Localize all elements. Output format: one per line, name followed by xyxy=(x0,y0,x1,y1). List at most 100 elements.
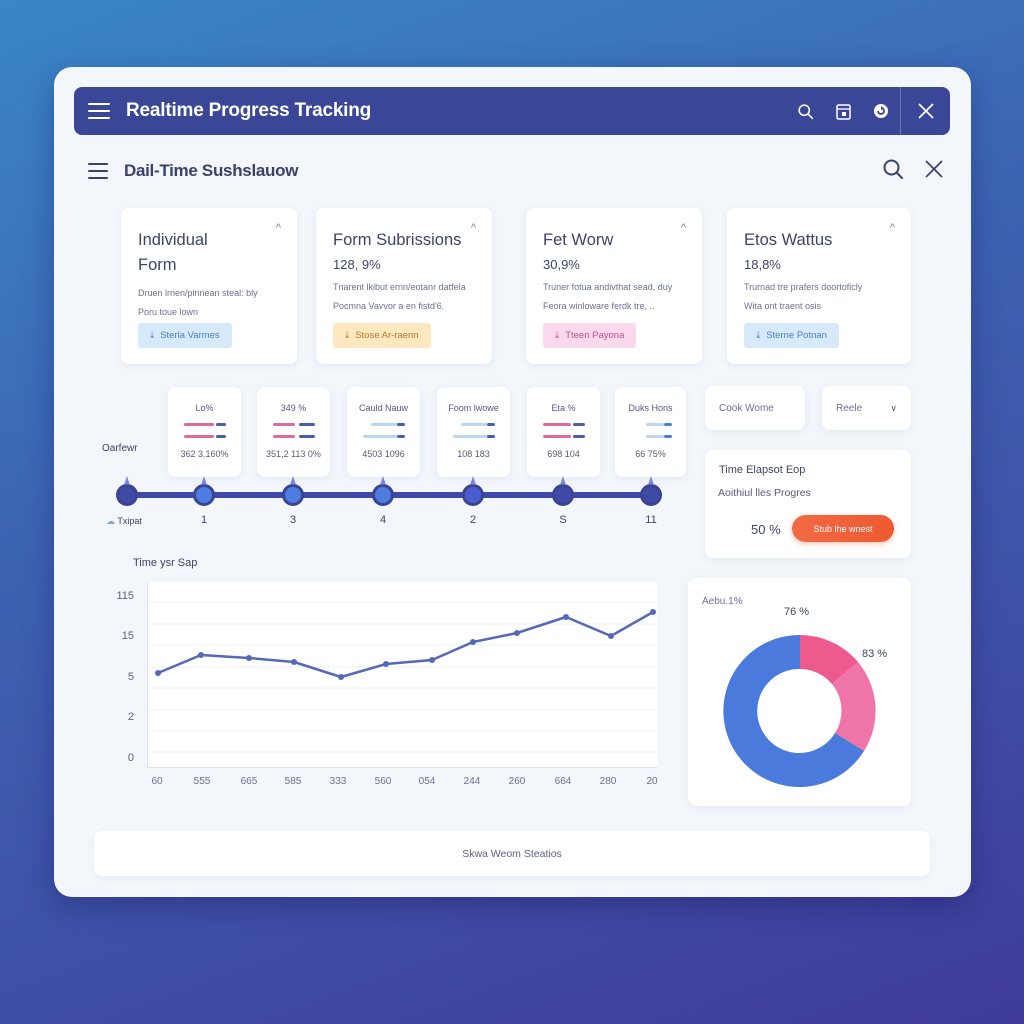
donut-chart xyxy=(723,634,876,787)
stat-card-action-button[interactable]: ⤓ Sterne Potnan xyxy=(744,323,839,348)
x-tick: 260 xyxy=(508,776,526,787)
stat-card-description-line2: Poru toue lown xyxy=(138,307,199,317)
stat-card-description: Trurnad tre prafers doortoficly xyxy=(744,282,863,292)
chevron-up-icon[interactable]: ^ xyxy=(889,222,895,234)
timeline-label-bottom: ☁ Txipat xyxy=(106,516,142,526)
stat-card-title: Etos Wattus xyxy=(744,231,833,249)
elapsed-percent: 50 % xyxy=(751,522,781,537)
menu-icon[interactable] xyxy=(88,163,108,179)
stat-card-action-button[interactable]: ⤓ Sterla Varmes xyxy=(138,323,232,348)
stat-card-fet-worw: ^ Fet Worw 30,9% Truner fotua andivthat … xyxy=(526,208,702,364)
chevron-up-icon[interactable]: ^ xyxy=(680,222,686,234)
close-icon[interactable] xyxy=(924,159,944,184)
timeline-card-title: Foom lwowe xyxy=(448,403,499,413)
timeline-node-label: 2 xyxy=(469,514,477,526)
line-chart-title: Time ysr Sap xyxy=(133,557,198,569)
close-icon[interactable] xyxy=(900,87,950,135)
timeline-card-numbers: 66 75% xyxy=(635,449,666,459)
donut-title: Aebu.1% xyxy=(702,596,743,607)
timeline-node[interactable] xyxy=(116,484,138,506)
x-tick: 60 xyxy=(151,776,163,787)
button-label: Sterne Potnan xyxy=(766,330,827,341)
timeline-card[interactable]: Cauld Nauw 4503 1096 xyxy=(347,387,420,477)
stat-card-description: Truner fotua andivthat sead, duy xyxy=(543,282,673,292)
line-chart-svg xyxy=(148,601,658,753)
app-title: Realtime Progress Tracking xyxy=(126,100,372,121)
menu-icon[interactable] xyxy=(88,103,110,119)
line-chart xyxy=(147,582,658,768)
x-tick: 585 xyxy=(284,776,302,787)
timeline-card-numbers: 351,2 113 0% xyxy=(266,449,321,459)
stat-card-title: Individual xyxy=(138,231,208,249)
chevron-up-icon[interactable]: ^ xyxy=(275,222,281,234)
download-icon: ⤓ xyxy=(345,330,350,341)
stat-card-description-line2: Pocmna Vavvor a en fistd'6. xyxy=(333,301,445,311)
timeline-card[interactable]: Lo% 362 3.160% xyxy=(168,387,241,477)
progress-bars xyxy=(183,423,226,439)
donut-chart-card: Aebu.1% 76 % 83 % xyxy=(688,578,911,806)
timeline-node-label: 11 xyxy=(645,514,657,526)
progress-bars xyxy=(630,423,672,439)
donut-label-right: 83 % xyxy=(862,648,888,660)
stat-card-description-line2: Wita ont traent osis xyxy=(744,301,822,311)
sub-header: Dail-Time Sushslauow xyxy=(88,155,944,187)
select-dropdown[interactable]: Reele ∨ xyxy=(822,386,911,430)
timeline-card-title: Cauld Nauw xyxy=(358,403,409,413)
y-tick: 2 xyxy=(127,711,134,723)
search-input[interactable]: Cook Wome xyxy=(705,386,805,430)
donut-label-top: 76 % xyxy=(784,606,810,618)
y-tick: 5 xyxy=(127,671,134,683)
timeline-card-title: Lo% xyxy=(195,403,214,413)
timeline-card-title: 349 % xyxy=(280,403,307,413)
timeline-node[interactable] xyxy=(640,484,662,506)
stat-card-description-line2: Feora winloware ferdk tre, .. xyxy=(543,301,655,311)
timeline-card[interactable]: Eta % 698 104 xyxy=(527,387,600,477)
elapsed-card-title: Time Elapsot Eop xyxy=(719,464,806,476)
stat-card-title: Form Subrissions xyxy=(333,231,462,249)
stat-card-action-button[interactable]: ⤓ Tteen Payona xyxy=(543,323,637,348)
timeline-node[interactable] xyxy=(462,484,484,506)
timeline-node-label: 1 xyxy=(200,514,208,526)
timeline-card[interactable]: Foom lwowe 108 183 xyxy=(437,387,510,477)
timeline-label-top: Oarfewr xyxy=(102,443,138,454)
timeline-card-title: Duks Hons xyxy=(628,403,673,413)
timeline-node-label: 4 xyxy=(379,514,387,526)
chevron-up-icon[interactable]: ^ xyxy=(470,222,476,234)
timeline-node[interactable] xyxy=(372,484,394,506)
timeline-card[interactable]: Duks Hons 66 75% xyxy=(615,387,686,477)
chevron-down-icon: ∨ xyxy=(890,402,897,413)
cloud-icon: ☁ xyxy=(106,516,115,526)
button-label: Tteen Payona xyxy=(565,330,625,341)
progress-bars xyxy=(542,423,585,439)
timeline-card-title: Eta % xyxy=(551,403,576,413)
timeline-node[interactable] xyxy=(282,484,304,506)
timeline-card-numbers: 698 104 xyxy=(547,449,580,459)
footer-status-button[interactable]: Skwa Weom Steatios xyxy=(94,831,930,876)
x-tick: 054 xyxy=(418,776,436,787)
search-icon[interactable] xyxy=(882,158,904,185)
x-tick: 665 xyxy=(240,776,258,787)
app-window: Realtime Progress Tracking Dail-Time Sus… xyxy=(54,67,971,897)
stat-card-individual-form: ^ Individual Form Druen lrnen/pinnean st… xyxy=(121,208,297,364)
stat-card-action-button[interactable]: ⤓ Stose Ar-raenn xyxy=(333,323,431,348)
stat-card-title-line2: Form xyxy=(138,256,177,274)
calendar-icon[interactable] xyxy=(824,87,862,135)
timeline-node[interactable] xyxy=(193,484,215,506)
search-icon[interactable] xyxy=(786,87,824,135)
refresh-icon[interactable] xyxy=(862,87,900,135)
stat-card-value: 128, 9% xyxy=(333,257,381,272)
stat-card-description: Tnarent lkibut ernn/eotanr datfela xyxy=(333,282,466,292)
timeline-card-numbers: 362 3.160% xyxy=(180,449,229,459)
x-tick: 555 xyxy=(193,776,211,787)
timeline-track xyxy=(126,492,662,498)
y-tick: 115 xyxy=(116,590,134,602)
timeline-node-label: S xyxy=(559,514,567,526)
timeline-node[interactable] xyxy=(552,484,574,506)
timeline-card[interactable]: 349 % 351,2 113 0% xyxy=(257,387,330,477)
elapsed-card-subtitle: Aoithiul lles Progres xyxy=(718,487,811,499)
stat-card-title: Fet Worw xyxy=(543,231,614,249)
stat-card-description: Druen lrnen/pinnean steal: bly xyxy=(138,288,258,298)
start-button[interactable]: Stub lhe wnest xyxy=(792,515,894,542)
download-icon: ⤓ xyxy=(150,330,155,341)
timeline-node-label: 3 xyxy=(289,514,297,526)
